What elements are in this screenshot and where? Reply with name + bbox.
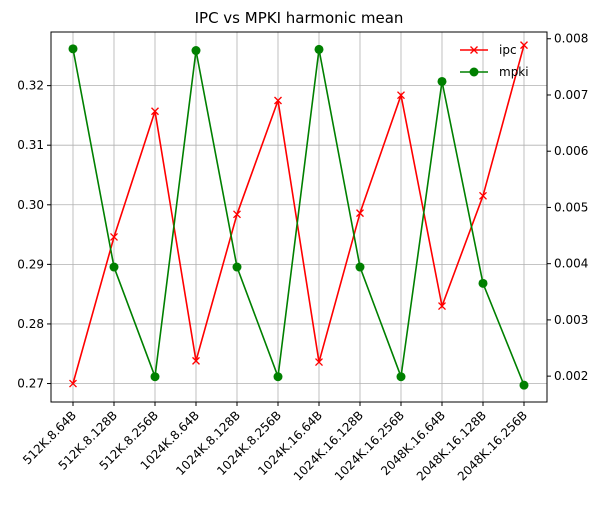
series-layer bbox=[68, 41, 529, 390]
y-right-tick-label: 0.005 bbox=[554, 200, 588, 214]
ipc-point bbox=[151, 107, 159, 116]
ipc-marker-stroke bbox=[520, 41, 528, 50]
mpki-point bbox=[396, 372, 406, 382]
mpki-point bbox=[68, 44, 78, 54]
legend-marker bbox=[469, 67, 479, 77]
mpki-point bbox=[314, 44, 324, 54]
y-left-tick-label: 0.29 bbox=[17, 257, 44, 271]
mpki-point bbox=[519, 380, 529, 390]
y-right-tick-label: 0.004 bbox=[554, 257, 588, 271]
ipc-point bbox=[233, 210, 241, 219]
mpki-point bbox=[150, 372, 160, 382]
legend-label: mpki bbox=[499, 65, 529, 79]
y-right-tick-label: 0.006 bbox=[554, 144, 588, 158]
ipc-point bbox=[69, 379, 77, 388]
y-axis-right: 0.002 0.003 0.004 0.005 0.006 0.007 0.008 bbox=[547, 32, 588, 383]
legend-label: ipc bbox=[499, 43, 517, 57]
mpki-point bbox=[355, 262, 365, 272]
mpki-line bbox=[72, 48, 525, 386]
ipc-point bbox=[438, 302, 446, 311]
ipc-marker-stroke bbox=[315, 358, 323, 367]
ipc-marker-stroke bbox=[69, 379, 77, 388]
y-left-tick-label: 0.32 bbox=[17, 79, 44, 93]
ipc-point bbox=[274, 96, 282, 105]
mpki-point bbox=[232, 262, 242, 272]
ipc-point bbox=[356, 209, 364, 218]
y-right-tick-label: 0.002 bbox=[554, 369, 588, 383]
ipc-point bbox=[315, 358, 323, 367]
legend: ipc mpki bbox=[460, 43, 529, 79]
ipc-marker-stroke bbox=[192, 356, 200, 365]
mpki-point bbox=[109, 262, 119, 272]
ipc-marker-stroke bbox=[274, 96, 282, 105]
legend-item-ipc: ipc bbox=[460, 43, 517, 57]
y-left-tick-label: 0.28 bbox=[17, 317, 44, 331]
y-left-tick-label: 0.31 bbox=[17, 138, 44, 152]
ipc-marker-stroke bbox=[356, 209, 364, 218]
mpki-point bbox=[273, 372, 283, 382]
ipc-marker-stroke bbox=[151, 107, 159, 116]
mpki-point bbox=[478, 278, 488, 288]
y-left-tick-label: 0.27 bbox=[17, 377, 44, 391]
ipc-marker-stroke bbox=[438, 302, 446, 311]
mpki-point bbox=[437, 76, 447, 86]
ipc-line bbox=[72, 44, 525, 384]
ipc-marker-stroke bbox=[110, 233, 118, 241]
chart-title: IPC vs MPKI harmonic mean bbox=[195, 9, 404, 27]
ipc-marker-stroke bbox=[479, 191, 487, 200]
legend-marker bbox=[470, 46, 478, 54]
mpki-point bbox=[191, 46, 201, 56]
ipc-marker-stroke bbox=[397, 91, 405, 100]
y-right-tick-label: 0.008 bbox=[554, 32, 588, 46]
ipc-point bbox=[192, 356, 200, 365]
y-right-tick-label: 0.007 bbox=[554, 88, 588, 102]
y-axis-left: 0.27 0.28 0.29 0.30 0.31 0.32 bbox=[17, 79, 51, 391]
ipc-point bbox=[110, 233, 118, 241]
y-left-tick-label: 0.30 bbox=[17, 198, 44, 212]
ipc-marker-stroke bbox=[233, 210, 241, 219]
ipc-point bbox=[520, 41, 528, 50]
ipc-point bbox=[479, 191, 487, 200]
plot-frame bbox=[50, 31, 548, 403]
y-right-tick-label: 0.003 bbox=[554, 313, 588, 327]
legend-item-mpki: mpki bbox=[460, 65, 529, 79]
ipc-point bbox=[397, 91, 405, 100]
